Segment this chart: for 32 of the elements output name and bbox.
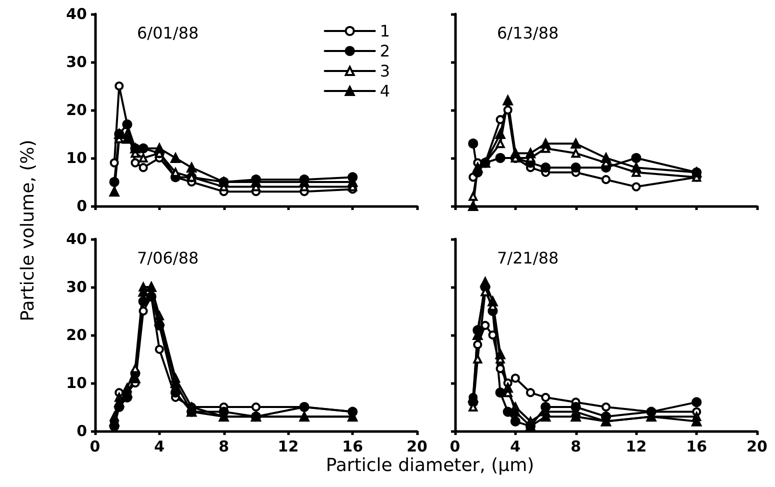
- y-tick-label: 10: [66, 374, 87, 392]
- x-tick-label: 4: [154, 438, 165, 456]
- y-tick-label: 0: [76, 422, 87, 440]
- x-tick-label: 8: [218, 438, 230, 456]
- y-tick-label: 20: [66, 326, 87, 344]
- x-tick-label: 16: [342, 438, 364, 456]
- x-tick-label: 16: [686, 438, 708, 456]
- x-tick-label: 8: [570, 438, 582, 456]
- x-tick-label: 12: [278, 438, 299, 456]
- legend-label: 3: [380, 62, 390, 80]
- y-tick-label: 40: [66, 230, 87, 248]
- x-tick-label: 20: [406, 438, 428, 456]
- y-tick-label: 30: [66, 53, 87, 71]
- text: 7/06/88: [137, 248, 199, 268]
- y-tick-label: 20: [66, 101, 87, 119]
- text: 7/21/88: [497, 248, 559, 268]
- x-tick-label: 0: [450, 438, 460, 456]
- x-axis-title: Particle diameter, (µm): [324, 455, 536, 476]
- x-tick-label: 0: [90, 438, 100, 456]
- y-axis-title: Particle volume, (%): [18, 138, 38, 324]
- legend-label: 1: [380, 22, 390, 40]
- y-tick-label: 30: [66, 278, 87, 296]
- x-tick-label: 12: [626, 438, 647, 456]
- legend-label: 2: [380, 42, 390, 60]
- legend-label: 4: [380, 82, 390, 100]
- x-tick-label: 20: [746, 438, 768, 456]
- y-tick-label: 40: [66, 5, 87, 23]
- text: 6/13/88: [497, 24, 559, 42]
- y-tick-label: 10: [66, 149, 87, 167]
- x-tick-label: 4: [510, 438, 521, 456]
- text: 6/01/88: [137, 24, 199, 42]
- y-tick-label: 0: [76, 197, 87, 215]
